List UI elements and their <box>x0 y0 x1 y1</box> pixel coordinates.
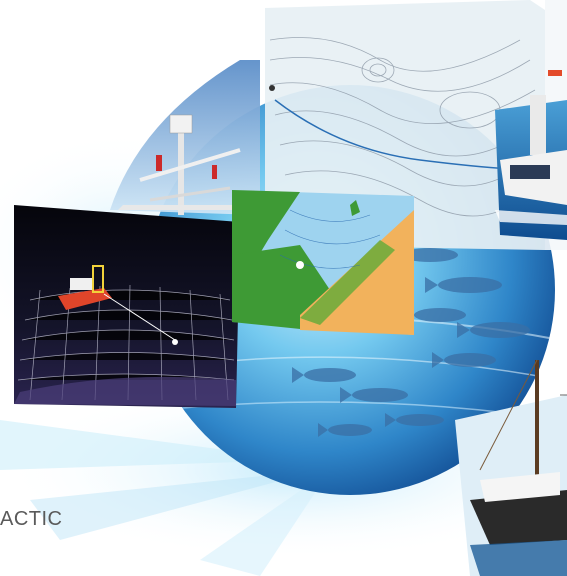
coastal-chart <box>232 190 414 335</box>
sonar-net-view <box>14 205 240 408</box>
mast-radar <box>110 60 260 215</box>
page-caption: ACTIC <box>0 508 63 530</box>
sailboat <box>455 359 567 576</box>
ship <box>495 95 567 240</box>
